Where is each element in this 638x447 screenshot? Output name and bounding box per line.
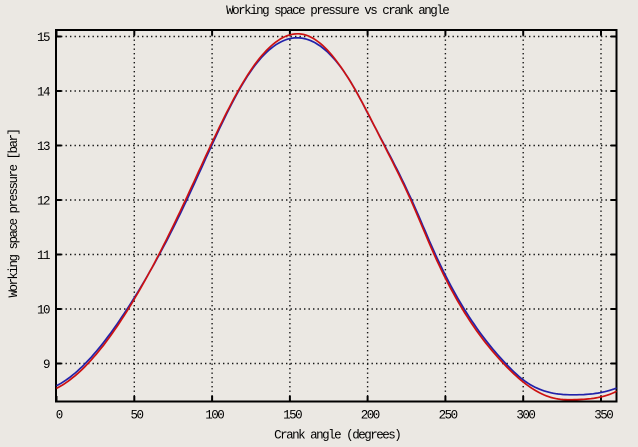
svg-text:350: 350 [594,409,613,423]
svg-text:100: 100 [205,409,224,423]
svg-text:15: 15 [37,31,50,45]
svg-text:9: 9 [43,358,50,372]
svg-text:300: 300 [516,409,535,423]
svg-text:250: 250 [439,409,458,423]
svg-text:0: 0 [56,409,63,423]
svg-text:150: 150 [283,409,302,423]
svg-text:11: 11 [37,249,50,263]
svg-text:14: 14 [37,86,50,100]
svg-text:50: 50 [130,409,143,423]
svg-text:10: 10 [37,304,50,318]
svg-text:Working space pressure [bar]: Working space pressure [bar] [7,129,21,297]
svg-text:Working space pressure vs cran: Working space pressure vs crank angle [226,4,449,18]
svg-text:200: 200 [361,409,380,423]
svg-text:13: 13 [37,140,50,154]
svg-text:Crank angle (degrees): Crank angle (degrees) [274,429,400,443]
svg-text:12: 12 [37,195,50,209]
